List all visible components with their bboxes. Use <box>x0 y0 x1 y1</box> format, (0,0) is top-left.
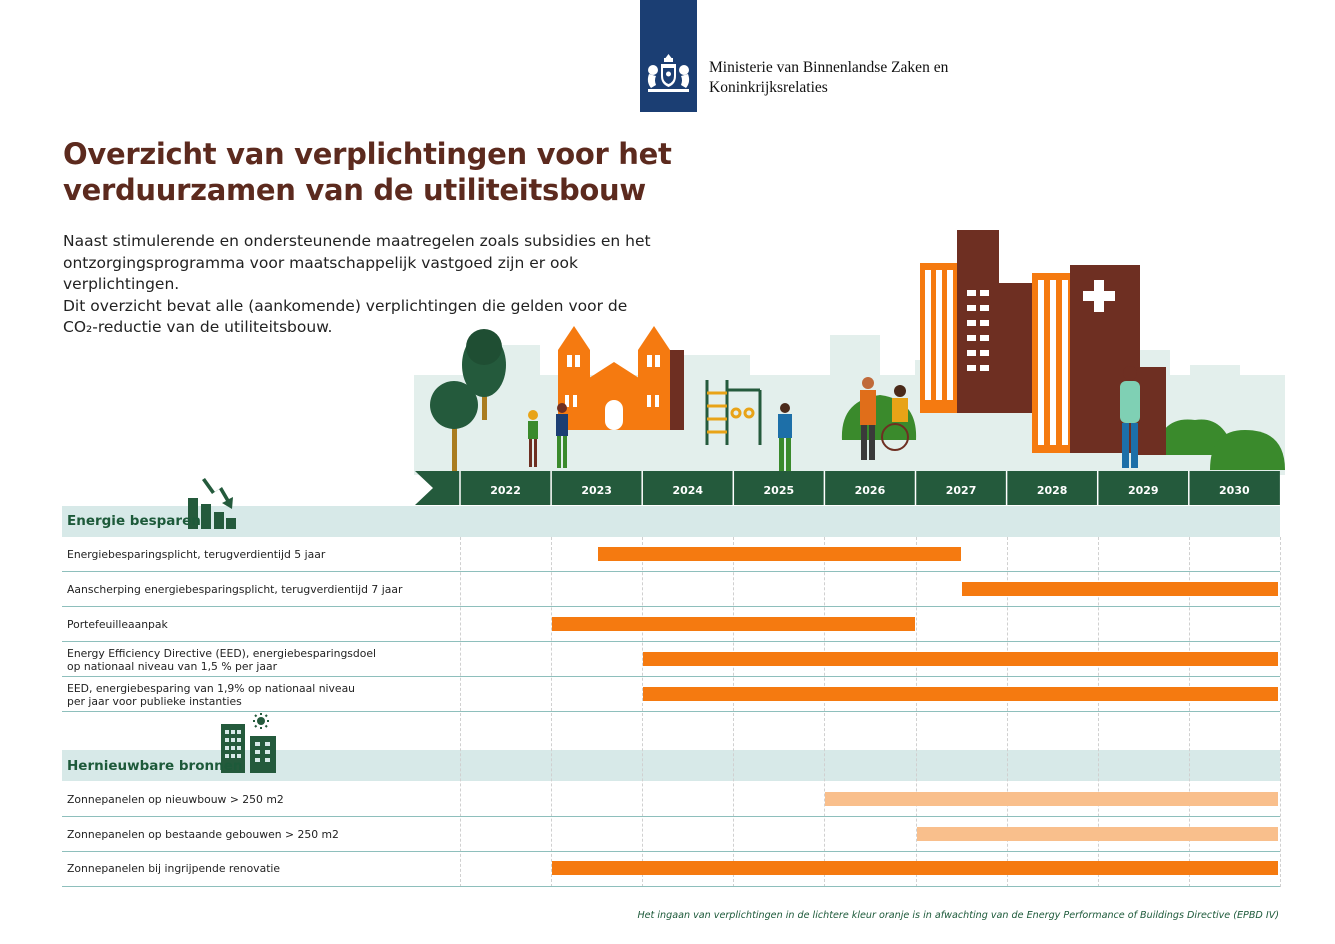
category-band-energie-besparen <box>62 506 1280 537</box>
row-label-eed-nationaal: Energy Efficiency Directive (EED), energ… <box>67 647 447 673</box>
row-label-line: Zonnepanelen bij ingrijpende renovatie <box>67 862 281 875</box>
row-label-zonnepanelen-nieuwbouw: Zonnepanelen op nieuwbouw > 250 m2 <box>67 793 447 806</box>
declining-bar-chart-icon <box>188 478 236 529</box>
row-label-zonnepanelen-bestaand: Zonnepanelen op bestaande gebouwen > 250… <box>67 828 447 841</box>
city-illustration <box>414 230 1285 475</box>
category-label: Hernieuwbare bronnen <box>67 758 243 774</box>
row-divider <box>62 851 1280 852</box>
solar-buildings-icon <box>221 713 276 773</box>
row-divider <box>62 571 1280 572</box>
ministry-name: Ministerie van Binnenlandse Zaken en Kon… <box>709 58 948 98</box>
row-label-eed-publiek: EED, energiebesparing van 1,9% op nation… <box>67 682 447 708</box>
ministry-name-line-1: Ministerie van Binnenlandse Zaken en <box>709 59 949 76</box>
intro-line: ontzorgingsprogramma voor maatschappelij… <box>63 253 578 294</box>
year-grid-line <box>551 537 553 887</box>
row-label-line: Zonnepanelen op bestaande gebouwen > 250… <box>67 828 339 841</box>
row-divider <box>62 676 1280 677</box>
category-label: Energie besparen <box>67 513 201 529</box>
gantt-bar <box>916 827 1278 841</box>
year-tick-label: 2023 <box>581 484 612 497</box>
year-tick-label: 2022 <box>490 484 521 497</box>
year-tick-label: 2027 <box>946 484 977 497</box>
row-label-line: Zonnepanelen op nieuwbouw > 250 m2 <box>67 793 284 806</box>
playground-icon <box>705 380 762 445</box>
timeline-chart: 2022 2023 2024 2025 2026 2027 2028 2029 2030 <box>415 471 1280 505</box>
year-grid-line <box>1279 537 1281 887</box>
government-logo-block <box>640 0 697 112</box>
row-label-energiebesparingsplicht: Energiebesparingsplicht, terugverdientij… <box>67 548 447 561</box>
intro-text: Naast stimulerende en ondersteunende maa… <box>63 231 683 339</box>
row-label-aanscherping: Aanscherping energiebesparingsplicht, te… <box>67 583 447 596</box>
gantt-bar <box>552 861 1278 875</box>
year-tick-label: 2025 <box>764 484 795 497</box>
year-tick-label: 2026 <box>855 484 886 497</box>
row-divider <box>62 816 1280 817</box>
row-divider <box>62 606 1280 607</box>
row-label-line: Energiebesparingsplicht, terugverdientij… <box>67 548 326 561</box>
year-grid-line <box>733 537 735 887</box>
church-icon <box>558 326 684 430</box>
row-divider <box>62 886 1280 887</box>
intro-line: Dit overzicht bevat alle (aankomende) ve… <box>63 296 628 315</box>
row-label-line: Energy Efficiency Directive (EED), energ… <box>67 647 377 660</box>
ministry-name-line-2: Koninkrijksrelaties <box>709 79 828 96</box>
gantt-bar <box>552 617 916 631</box>
page-title-line-1: Overzicht van verplichtingen voor het <box>63 137 672 171</box>
year-tick-label: 2028 <box>1037 484 1068 497</box>
year-tick-label: 2024 <box>672 484 703 497</box>
intro-line: Naast stimulerende en ondersteunende maa… <box>63 232 651 250</box>
gantt-bar <box>643 652 1278 666</box>
year-grid-line <box>642 537 644 887</box>
gantt-bar <box>825 792 1278 806</box>
royal-coat-of-arms-icon <box>647 54 690 92</box>
row-label-line: op nationaal niveau van 1,5 % per jaar <box>67 660 278 673</box>
year-grid-line <box>915 537 917 887</box>
row-label-portefeuilleaanpak: Portefeuilleaanpak <box>67 618 447 631</box>
row-divider <box>62 641 1280 642</box>
footnote: Het ingaan van verplichtingen in de lich… <box>637 910 1279 921</box>
row-label-zonnepanelen-renovatie: Zonnepanelen bij ingrijpende renovatie <box>67 862 447 875</box>
gantt-bar <box>597 547 962 561</box>
row-label-line: Portefeuilleaanpak <box>67 618 168 631</box>
timeline-band <box>415 471 1280 505</box>
people-icon <box>528 366 1140 473</box>
row-label-line: EED, energiebesparing van 1,9% op nation… <box>67 682 356 695</box>
page-title: Overzicht van verplichtingen voor het ve… <box>63 136 683 208</box>
row-label-line: per jaar voor publieke instanties <box>67 695 242 708</box>
page-title-line-2: verduurzamen van de utiliteitsbouw <box>63 173 646 207</box>
year-grid-line <box>1006 537 1008 887</box>
year-tick-label: 2029 <box>1128 484 1159 497</box>
year-grid-line <box>824 537 826 887</box>
intro-line: CO₂-reductie van de utiliteitsbouw. <box>63 318 333 337</box>
row-divider <box>62 711 1280 712</box>
office-buildings-icon <box>920 230 1166 455</box>
gantt-bar <box>643 687 1278 701</box>
year-grid-line <box>1097 537 1099 887</box>
tree-icon <box>430 329 506 472</box>
gantt-bar <box>962 582 1278 596</box>
year-grid-line <box>460 537 461 887</box>
row-label-line: Aanscherping energiebesparingsplicht, te… <box>67 583 403 596</box>
year-grid-line <box>1188 537 1190 887</box>
year-tick-label: 2030 <box>1219 484 1250 497</box>
